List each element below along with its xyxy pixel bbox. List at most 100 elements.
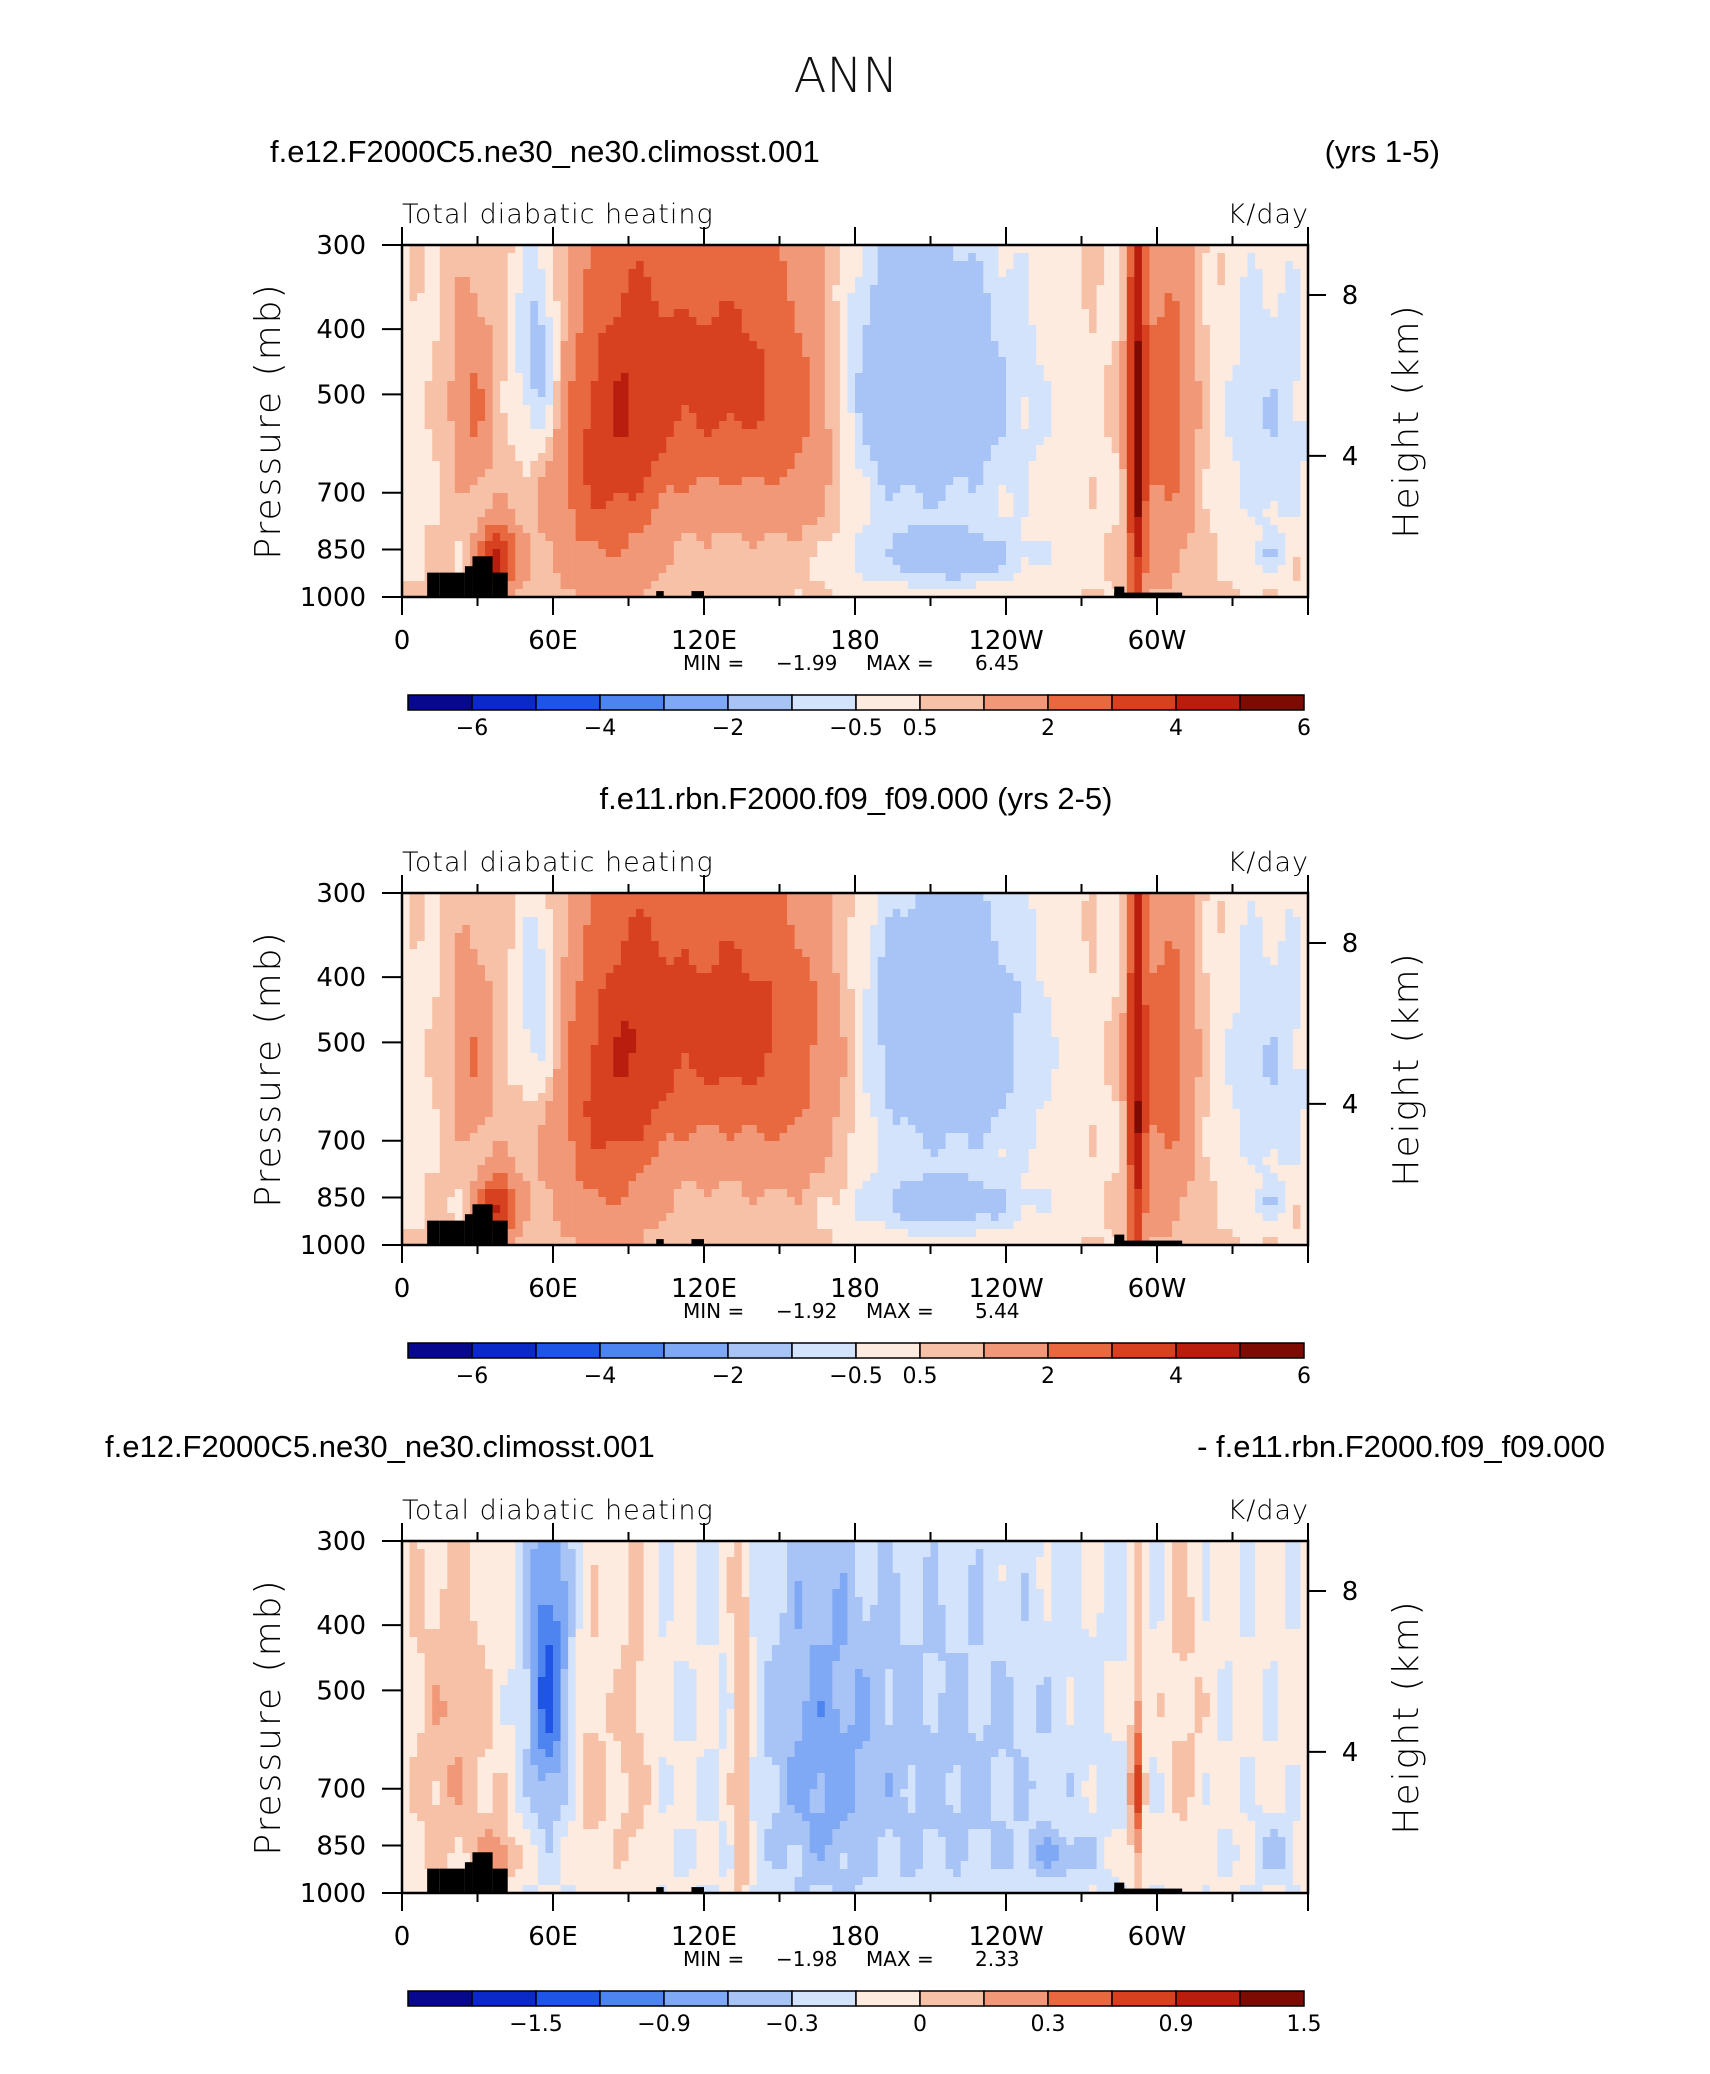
heatmap-cell [953,477,961,486]
heatmap-cell [749,325,757,334]
heatmap-cell [561,549,569,558]
heatmap-cell [795,533,803,542]
heatmap-cell [651,477,659,486]
heatmap-cell [764,365,772,374]
heatmap-cell [893,461,901,470]
heatmap-cell [447,509,455,518]
heatmap-cell [1127,565,1135,574]
heatmap-cell [991,557,999,566]
heatmap-cell [915,525,923,534]
heatmap-cell [606,557,614,566]
heatmap-cell [636,413,644,422]
heatmap-cell [847,341,855,350]
heatmap-cell [629,333,637,342]
heatmap-cell [417,469,425,478]
heatmap-cell [1217,381,1225,390]
heatmap-cell [885,349,893,358]
heatmap-cell [953,453,961,462]
heatmap-cell [508,421,516,430]
heatmap-cell [764,397,772,406]
heatmap-cell [425,501,433,510]
heatmap-cell [734,285,742,294]
heatmap-cell [885,421,893,430]
heatmap-cell [644,477,652,486]
heatmap-cell [1112,261,1120,270]
heatmap-cell [908,453,916,462]
heatmap-cell [613,469,621,478]
heatmap-cell [961,269,969,278]
heatmap-cell [764,309,772,318]
heatmap-cell [923,549,931,558]
heatmap-cell [1233,421,1241,430]
heatmap-cell [727,277,735,286]
heatmap-cell [462,381,470,390]
heatmap-cell [606,405,614,414]
heatmap-cell [1097,405,1105,414]
heatmap-cell [1149,493,1157,502]
heatmap-cell [425,405,433,414]
heatmap-cell [1233,405,1241,414]
heatmap-cell [462,469,470,478]
heatmap-cell [953,533,961,542]
heatmap-cell [885,309,893,318]
heatmap-cell [976,429,984,438]
heatmap-cell [998,525,1006,534]
heatmap-cell [1165,389,1173,398]
heatmap-cell [893,333,901,342]
heatmap-cell [998,293,1006,302]
heatmap-cell [1044,469,1052,478]
heatmap-cell [1240,469,1248,478]
heatmap-cell [719,245,727,254]
heatmap-cell [1074,493,1082,502]
heatmap-cell [749,565,757,574]
heatmap-cell [1278,549,1286,558]
heatmap-cell [1210,245,1218,254]
heatmap-cell [915,573,923,582]
heatmap-cell [1074,381,1082,390]
heatmap-cell [462,253,470,262]
heatmap-cell [659,525,667,534]
heatmap-cell [1082,317,1090,326]
heatmap-cell [900,373,908,382]
heatmap-cell [1270,501,1278,510]
heatmap-cell [780,245,788,254]
heatmap-cell [1066,277,1074,286]
heatmap-cell [976,397,984,406]
heatmap-cell [1285,397,1293,406]
heatmap-cell [1149,301,1157,310]
heatmap-cell [1051,501,1059,510]
heatmap-cell [983,429,991,438]
heatmap-cell [629,381,637,390]
heatmap-cell [863,325,871,334]
heatmap-cell [968,245,976,254]
heatmap-cell [983,437,991,446]
heatmap-cell [500,501,508,510]
heatmap-cell [1006,437,1014,446]
heatmap-cell [847,565,855,574]
heatmap-cell [810,285,818,294]
heatmap-cell [772,565,780,574]
heatmap-cell [893,557,901,566]
heatmap-cell [900,573,908,582]
heatmap-cell [847,317,855,326]
heatmap-cell [787,309,795,318]
heatmap-cell [553,517,561,526]
heatmap-cell [863,317,871,326]
heatmap-cell [1021,405,1029,414]
heatmap-cell [1195,549,1203,558]
heatmap-cell [780,573,788,582]
heatmap-cell [983,477,991,486]
heatmap-cell [961,509,969,518]
heatmap-cell [1233,453,1241,462]
heatmap-cell [629,485,637,494]
heatmap-cell [953,413,961,422]
heatmap-cell [1225,517,1233,526]
heatmap-cell [1119,477,1127,486]
heatmap-cell [855,525,863,534]
heatmap-cell [523,501,531,510]
heatmap-cell [1089,557,1097,566]
heatmap-cell [1127,325,1135,334]
heatmap-cell [953,525,961,534]
heatmap-cell [591,333,599,342]
heatmap-cell [946,485,954,494]
